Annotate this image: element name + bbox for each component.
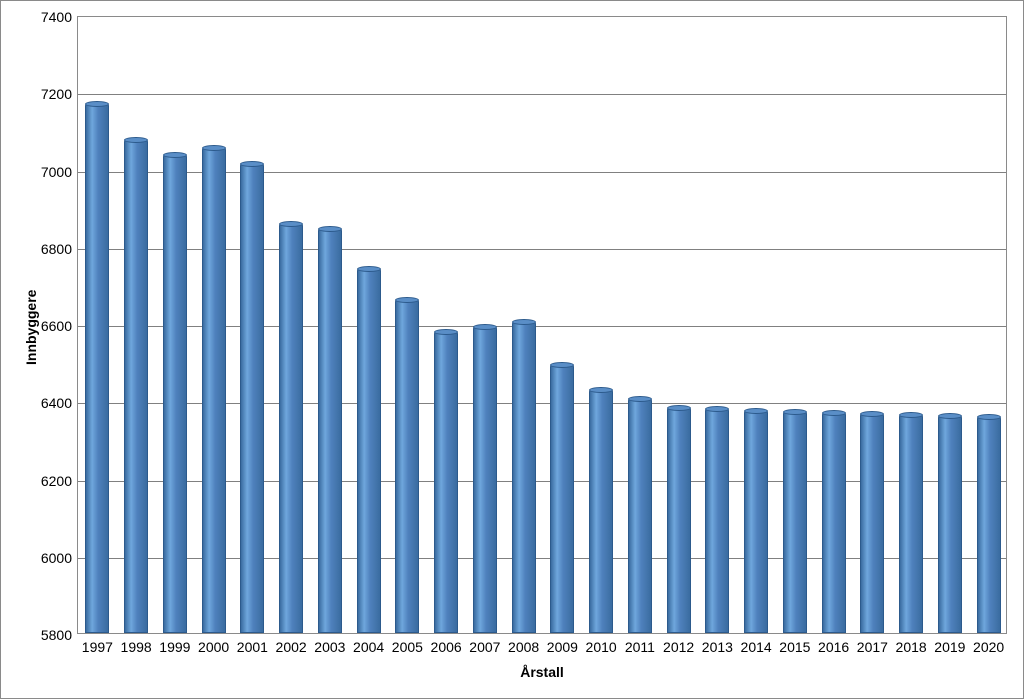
x-tick-label: 1997 xyxy=(82,639,113,655)
x-tick-label: 2017 xyxy=(857,639,888,655)
bar xyxy=(899,415,923,633)
bar-cap xyxy=(279,221,303,227)
bar xyxy=(783,412,807,633)
x-tick-label: 2008 xyxy=(508,639,539,655)
bar xyxy=(667,408,691,633)
bar-cap xyxy=(938,413,962,419)
chart-frame: 5800 6000 6200 6400 6600 6800 7000 7200 7400 1997… xyxy=(0,0,1024,699)
bar xyxy=(550,365,574,633)
bar xyxy=(434,332,458,633)
bar xyxy=(512,322,536,633)
x-axis-title: Årstall xyxy=(520,664,564,680)
x-tick-label: 2011 xyxy=(625,639,655,655)
bar xyxy=(85,104,109,633)
bar xyxy=(240,164,264,633)
bar-cap xyxy=(240,161,264,167)
x-tick-label: 2012 xyxy=(663,639,694,655)
y-axis-title: Innbyggere xyxy=(23,290,39,365)
y-tick-label: 6400 xyxy=(41,395,72,411)
bar-cap xyxy=(202,145,226,151)
gridline xyxy=(78,94,1006,95)
x-tick-label: 2005 xyxy=(392,639,423,655)
x-tick-label: 2014 xyxy=(741,639,772,655)
y-tick-label: 6200 xyxy=(41,473,72,489)
bar-cap xyxy=(783,409,807,415)
x-tick-label: 2007 xyxy=(469,639,500,655)
bar xyxy=(589,390,613,633)
x-tick-label: 2003 xyxy=(314,639,345,655)
bar xyxy=(860,414,884,633)
bar xyxy=(357,269,381,633)
y-tick-label: 6800 xyxy=(41,241,72,257)
x-tick-label: 2001 xyxy=(237,639,268,655)
y-tick-label: 7000 xyxy=(41,164,72,180)
x-tick-label: 2013 xyxy=(702,639,733,655)
bar-cap xyxy=(124,137,148,143)
x-tick-label: 2016 xyxy=(818,639,849,655)
bar xyxy=(279,224,303,633)
x-tick-label: 2004 xyxy=(353,639,384,655)
bar-cap xyxy=(860,411,884,417)
bar-cap xyxy=(434,329,458,335)
bar xyxy=(822,413,846,633)
bar-cap xyxy=(589,387,613,393)
x-tick-label: 1998 xyxy=(121,639,152,655)
bar xyxy=(744,411,768,633)
bar-cap xyxy=(550,362,574,368)
x-tick-label: 2018 xyxy=(896,639,927,655)
bar xyxy=(473,327,497,633)
x-tick-label: 1999 xyxy=(159,639,190,655)
bar-cap xyxy=(395,297,419,303)
bar xyxy=(124,140,148,633)
y-tick-label: 7400 xyxy=(41,9,72,25)
bar xyxy=(705,409,729,633)
bar-cap xyxy=(667,405,691,411)
bar-cap xyxy=(85,101,109,107)
x-tick-label: 2000 xyxy=(198,639,229,655)
y-tick-label: 6000 xyxy=(41,550,72,566)
x-tick-label: 2010 xyxy=(586,639,617,655)
bar-cap xyxy=(977,414,1001,420)
bar-cap xyxy=(163,152,187,158)
bar-cap xyxy=(318,226,342,232)
y-tick-label: 6600 xyxy=(41,318,72,334)
bar xyxy=(163,155,187,633)
bar-cap xyxy=(899,412,923,418)
x-tick-label: 2002 xyxy=(276,639,307,655)
x-tick-label: 2015 xyxy=(779,639,810,655)
bar xyxy=(938,416,962,633)
y-tick-label: 5800 xyxy=(41,627,72,643)
bar xyxy=(977,417,1001,633)
bar xyxy=(202,148,226,633)
bar xyxy=(395,300,419,633)
x-tick-label: 2006 xyxy=(431,639,462,655)
x-tick-label: 2019 xyxy=(934,639,965,655)
bar-cap xyxy=(473,324,497,330)
bar xyxy=(628,399,652,633)
y-tick-label: 7200 xyxy=(41,86,72,102)
bar-cap xyxy=(744,408,768,414)
bar-cap xyxy=(628,396,652,402)
plot-area: 5800600062006400660068007000720074001997… xyxy=(77,16,1007,634)
bar xyxy=(318,229,342,633)
x-tick-label: 2009 xyxy=(547,639,578,655)
bar-cap xyxy=(512,319,536,325)
bar-cap xyxy=(705,406,729,412)
x-tick-label: 2020 xyxy=(973,639,1004,655)
bar-cap xyxy=(822,410,846,416)
bar-cap xyxy=(357,266,381,272)
